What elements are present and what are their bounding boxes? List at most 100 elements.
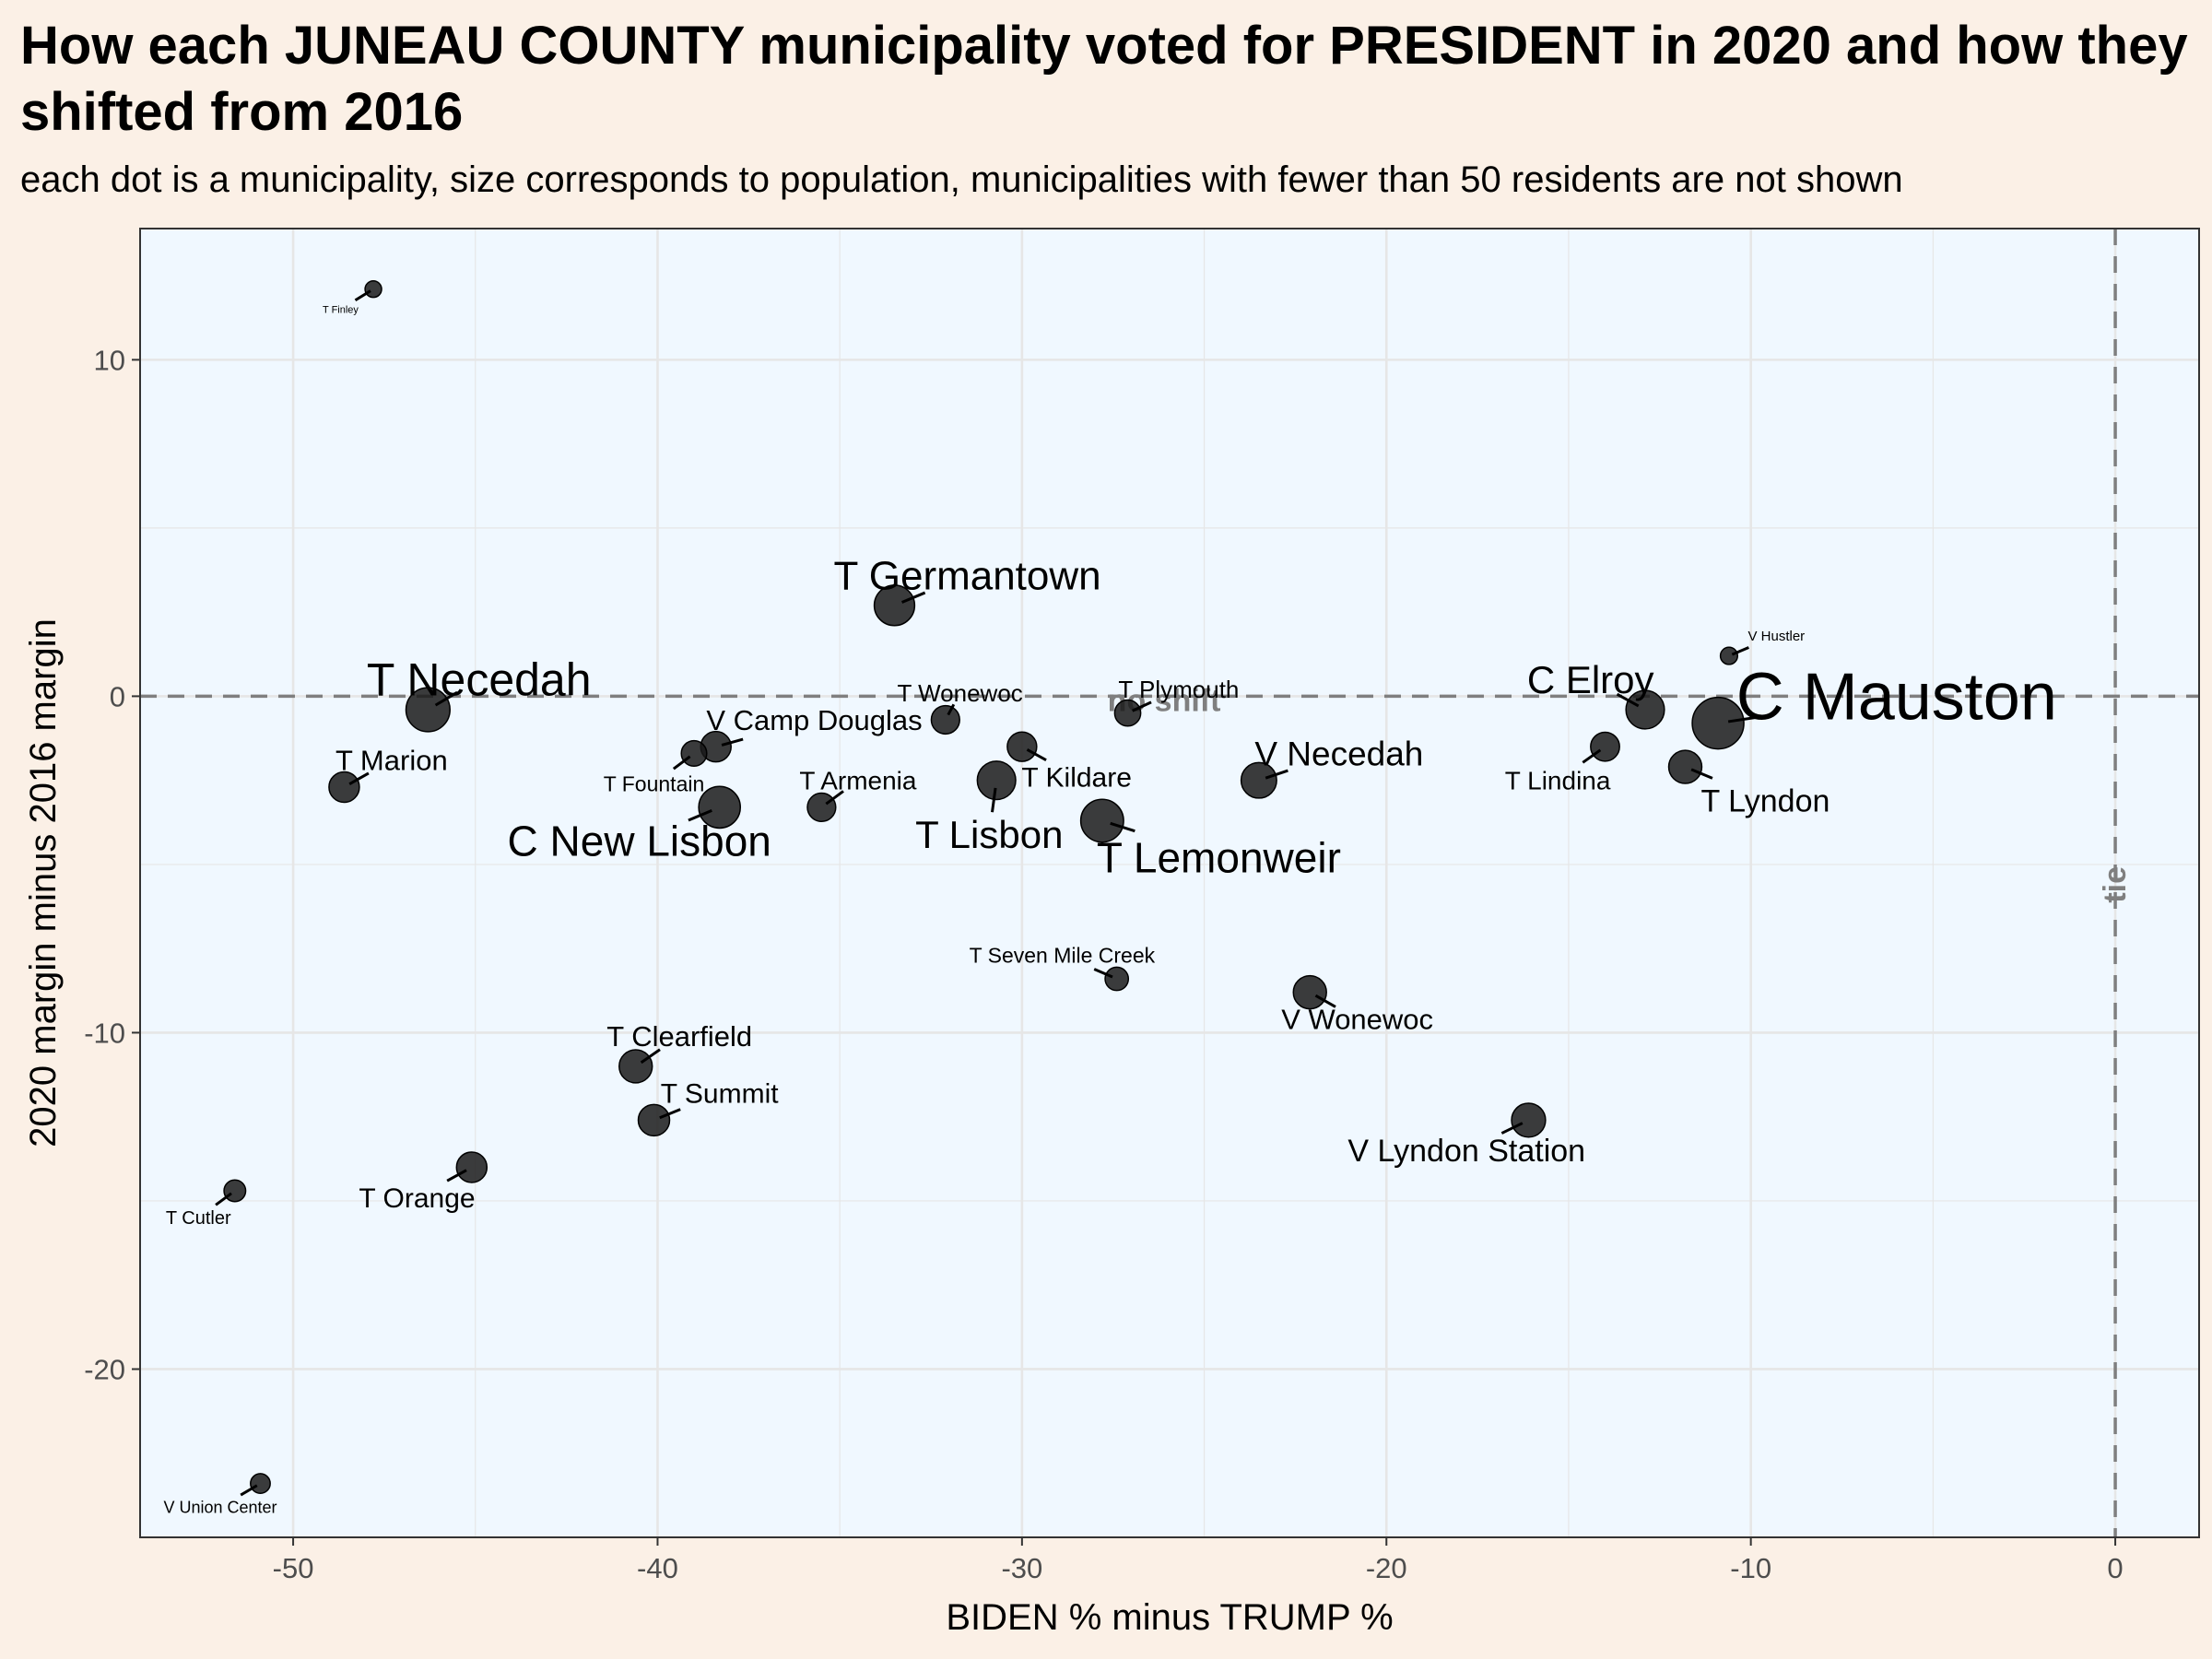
data-point xyxy=(405,687,451,733)
data-point xyxy=(680,739,708,767)
leader-line xyxy=(1616,692,1640,708)
leader-line xyxy=(721,737,744,747)
data-point xyxy=(1590,731,1620,762)
data-points xyxy=(223,279,1745,1495)
leader-line xyxy=(991,787,997,813)
data-point xyxy=(223,1179,247,1203)
leader-line xyxy=(640,1048,661,1065)
leader-line xyxy=(1110,821,1135,833)
data-label: T Plymouth xyxy=(1118,676,1239,703)
data-label: V Lyndon Station xyxy=(1347,1134,1585,1169)
leader-line xyxy=(900,591,926,604)
data-point xyxy=(1719,646,1739,665)
data-label: V Wonewoc xyxy=(1281,1004,1433,1036)
y-tick-label: -20 xyxy=(84,1353,125,1385)
data-label: T Fountain xyxy=(604,771,705,795)
data-label: T Finley xyxy=(323,304,359,315)
leader-line xyxy=(240,1484,258,1497)
data-point xyxy=(1667,749,1703,784)
data-point xyxy=(1625,689,1665,730)
x-tick-label: -20 xyxy=(1366,1552,1407,1584)
data-label: T Clearfield xyxy=(606,1020,752,1053)
leader-line xyxy=(1314,994,1336,1008)
plot-panel xyxy=(140,229,2199,1537)
x-tick-label: -30 xyxy=(1001,1552,1042,1584)
y-tick-label: -10 xyxy=(84,1017,125,1049)
data-label: T Cutler xyxy=(166,1208,231,1229)
reference-label-tie: tie xyxy=(2098,866,2133,903)
leader-line xyxy=(825,790,844,806)
data-label: T Kildare xyxy=(1021,763,1132,794)
data-label: C Elroy xyxy=(1527,658,1654,701)
data-label: C Mauston xyxy=(1736,661,2057,735)
axes: -50 -40 -30 -20 -10 0 -20 -10 0 10 xyxy=(84,344,2123,1584)
leader-line xyxy=(1727,715,1757,724)
leader-line xyxy=(1265,769,1288,780)
x-tick-label: -40 xyxy=(637,1552,678,1584)
data-point xyxy=(1113,699,1142,727)
x-axis-title: BIDEN % minus TRUMP % xyxy=(946,1597,1393,1638)
data-label: V Hustler xyxy=(1747,629,1805,644)
data-labels: C Mauston T Necedah T Lemonweir C New Lisbo… xyxy=(163,289,2057,1516)
data-point xyxy=(455,1151,488,1183)
data-point xyxy=(1079,798,1124,843)
data-label: T Armenia xyxy=(799,766,917,794)
data-label: T Summit xyxy=(661,1079,779,1110)
leader-line xyxy=(672,755,691,771)
data-point xyxy=(1511,1102,1547,1138)
leader-line xyxy=(1132,700,1152,712)
leader-line xyxy=(1582,748,1602,764)
leader-line xyxy=(446,1169,467,1182)
data-label: T Germantown xyxy=(833,553,1100,598)
data-label: T Marion xyxy=(335,745,448,777)
data-point xyxy=(873,584,916,627)
x-tick-label: -50 xyxy=(273,1552,314,1584)
plot-border xyxy=(139,228,2200,1538)
data-label: T Necedah xyxy=(367,654,592,706)
y-tick-label: 10 xyxy=(94,344,125,376)
data-label: V Camp Douglas xyxy=(706,704,922,736)
leader-line xyxy=(215,1192,232,1206)
leader-line xyxy=(1731,646,1749,656)
leader-line xyxy=(1500,1122,1524,1135)
data-label: C New Lisbon xyxy=(508,817,771,865)
y-axis-title: 2020 margin minus 2016 margin xyxy=(23,618,64,1147)
data-point xyxy=(1240,761,1277,799)
data-label: T Lindina xyxy=(1505,766,1611,794)
leader-line xyxy=(434,690,458,707)
data-label: T Lisbon xyxy=(915,813,1063,856)
chart-subtitle: each dot is a municipality, size corresp… xyxy=(20,159,1903,200)
data-point xyxy=(637,1103,671,1137)
data-label: T Seven Mile Creek xyxy=(970,944,1156,968)
leader-line xyxy=(1026,747,1047,761)
leader-line xyxy=(947,703,956,716)
leader-line xyxy=(688,808,712,822)
leader-line xyxy=(354,289,371,302)
data-point xyxy=(618,1049,653,1084)
data-point xyxy=(806,792,837,822)
data-point xyxy=(930,704,960,735)
data-label: T Wonewoc xyxy=(897,679,1022,707)
data-label: T Orange xyxy=(359,1183,475,1214)
data-point xyxy=(364,279,382,299)
data-point xyxy=(1104,966,1130,992)
leader-line xyxy=(1690,768,1713,780)
data-label: T Lemonweir xyxy=(1097,834,1341,882)
leader-line xyxy=(1093,968,1113,979)
data-label: V Union Center xyxy=(163,1498,276,1516)
data-point xyxy=(976,760,1017,801)
data-point xyxy=(698,785,742,830)
data-point xyxy=(1292,974,1327,1010)
data-point xyxy=(1006,731,1038,762)
data-point xyxy=(328,771,360,804)
x-tick-label: -10 xyxy=(1730,1552,1771,1584)
data-label: T Lyndon xyxy=(1701,783,1830,818)
leader-line xyxy=(659,1108,681,1120)
y-tick-label: 0 xyxy=(110,680,125,712)
leader-line xyxy=(348,771,370,786)
data-point xyxy=(1691,696,1745,750)
data-point xyxy=(250,1473,271,1495)
data-label: V Necedah xyxy=(1254,735,1423,772)
x-tick-label: 0 xyxy=(2107,1552,2123,1584)
